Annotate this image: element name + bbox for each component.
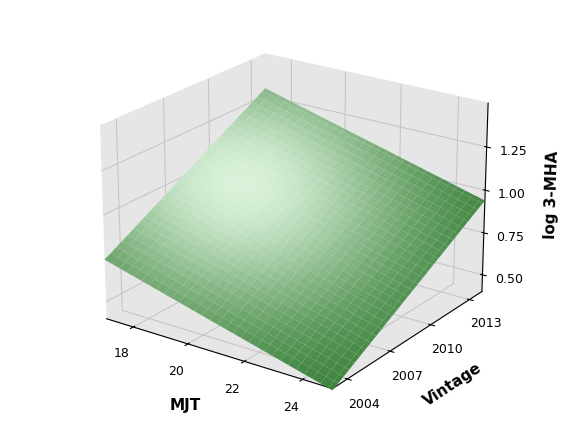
Y-axis label: Vintage: Vintage xyxy=(421,360,485,409)
X-axis label: MJT: MJT xyxy=(170,398,201,414)
